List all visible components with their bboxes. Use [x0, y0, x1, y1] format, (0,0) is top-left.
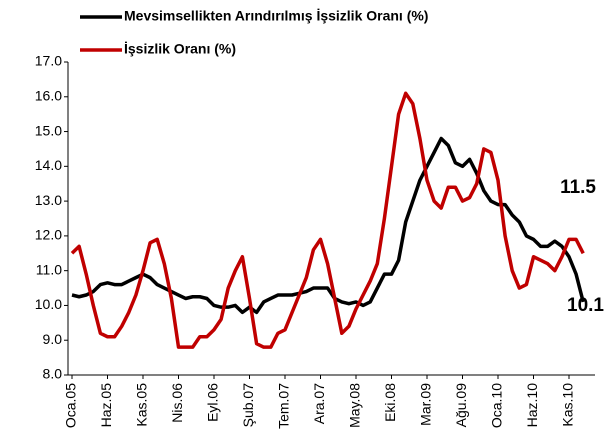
- end-label: 11.5: [560, 177, 596, 198]
- x-tick-label: Mar.09: [418, 383, 434, 426]
- x-tick-label: Eki.08: [382, 383, 398, 422]
- y-tick-label: 10.0: [35, 296, 62, 312]
- x-tick-label: Haz.05: [98, 383, 114, 428]
- x-tick-label: Haz.10: [524, 383, 540, 428]
- x-tick-label: Eyl.06: [205, 383, 221, 422]
- y-tick-label: 8.0: [43, 366, 63, 382]
- x-tick-label: Ağu.09: [453, 383, 469, 428]
- x-tick-label: May.08: [347, 383, 363, 428]
- line-series: [70, 91, 585, 349]
- y-tick-label: 13.0: [35, 192, 62, 208]
- x-tick-label: Ara.07: [311, 383, 327, 424]
- x-tick-label: Oca.05: [63, 383, 79, 428]
- y-tick-label: 17.0: [35, 53, 62, 69]
- x-tick-label: Şub.07: [240, 383, 256, 428]
- y-tick-label: 15.0: [35, 122, 62, 138]
- y-tick-label: 12.0: [35, 227, 62, 243]
- end-label: 10.1: [567, 295, 604, 316]
- legend-label: İşsizlik Oranı (%): [124, 41, 236, 57]
- x-tick-label: Tem.07: [276, 383, 292, 429]
- x-tick-label: Oca.10: [489, 383, 505, 428]
- x-tick-label: Nis.06: [169, 383, 185, 423]
- y-tick-label: 9.0: [43, 331, 63, 347]
- y-tick-label: 11.0: [36, 261, 62, 277]
- line-series: [71, 136, 585, 315]
- y-tick-label: 16.0: [35, 87, 62, 103]
- y-tick-label: 14.0: [35, 157, 62, 173]
- legend-label: Mevsimsellikten Arındırılmış İşsizlik Or…: [124, 8, 428, 24]
- x-tick-label: Kas.05: [134, 383, 150, 427]
- x-tick-label: Kas.10: [560, 383, 576, 427]
